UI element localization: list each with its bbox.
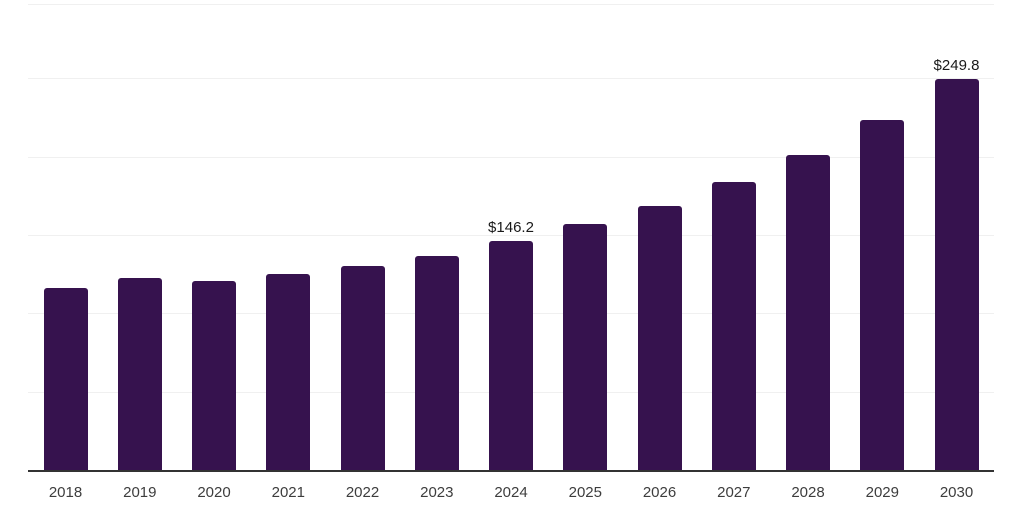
x-axis-line (28, 470, 994, 472)
x-tick-2018: 2018 (48, 484, 83, 501)
x-tick-2020: 2020 (197, 484, 231, 501)
value-label-2024: $146.2 (488, 219, 534, 236)
bar-2021 (266, 274, 311, 470)
gridline-250 (28, 78, 994, 80)
x-tick-2021: 2021 (271, 484, 305, 501)
bar-2029 (860, 119, 905, 470)
gridline-150 (28, 235, 994, 236)
gridline-top (28, 4, 994, 5)
x-tick-2027: 2027 (717, 484, 751, 501)
x-tick-2030: 2030 (939, 484, 974, 501)
bar-2028 (786, 154, 830, 470)
x-tick-2029: 2029 (865, 484, 899, 501)
x-tick-2019: 2019 (123, 484, 157, 501)
bar-2025 (563, 224, 608, 470)
bar-2020 (192, 280, 236, 470)
value-label-2030: $249.8 (933, 56, 980, 74)
x-tick-2022: 2022 (345, 484, 380, 501)
bar-2024 (489, 241, 533, 470)
bar-2022 (340, 266, 385, 470)
bar-2018 (43, 288, 88, 470)
bar-2019 (117, 277, 162, 470)
bar-2026 (637, 205, 682, 470)
bar-2027 (711, 181, 756, 470)
x-tick-2028: 2028 (791, 484, 825, 501)
gridline-200 (28, 156, 994, 158)
x-tick-2025: 2025 (568, 484, 602, 501)
x-tick-2024: 2024 (494, 484, 528, 501)
bar-2023 (414, 256, 459, 470)
bar-2030 (934, 78, 979, 470)
x-tick-2026: 2026 (642, 484, 677, 501)
x-tick-2023: 2023 (420, 484, 454, 501)
